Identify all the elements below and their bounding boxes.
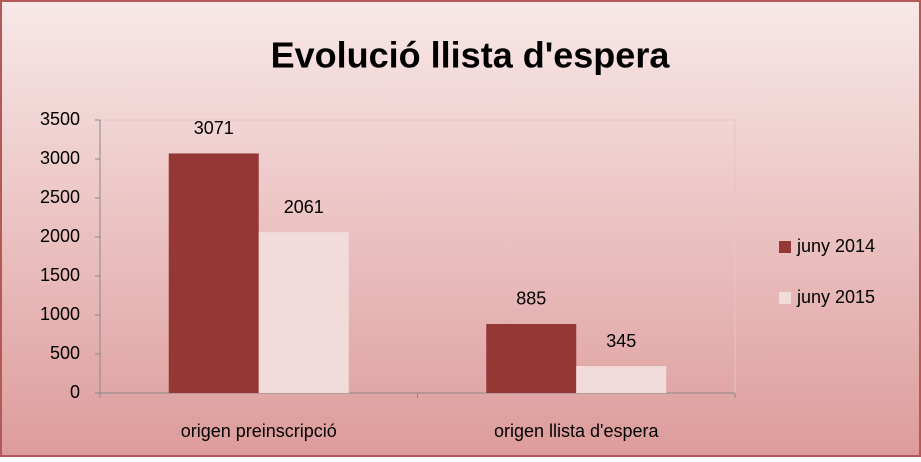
y-tick-label: 1500 [40,265,80,285]
bar [258,232,349,393]
bar [576,366,667,393]
legend-swatch [779,292,791,304]
data-label: 3071 [194,118,234,138]
chart-title: Evolució llista d'espera [271,35,671,76]
data-label: 2061 [284,197,324,217]
legend-label: juny 2014 [796,236,875,256]
data-label: 885 [516,289,546,309]
y-tick-label: 0 [70,382,80,402]
y-tick-label: 3500 [40,109,80,129]
legend-swatch [779,241,791,253]
y-tick-label: 500 [50,343,80,363]
x-tick-label: origen llista d'espera [494,421,660,441]
data-label: 345 [606,331,636,351]
bar [486,323,577,393]
bar [168,153,259,393]
y-tick-label: 2000 [40,226,80,246]
y-tick-label: 2500 [40,187,80,207]
y-tick-label: 1000 [40,304,80,324]
x-tick-label: origen preinscripció [181,421,337,441]
legend-label: juny 2015 [796,287,875,307]
y-tick-label: 3000 [40,148,80,168]
